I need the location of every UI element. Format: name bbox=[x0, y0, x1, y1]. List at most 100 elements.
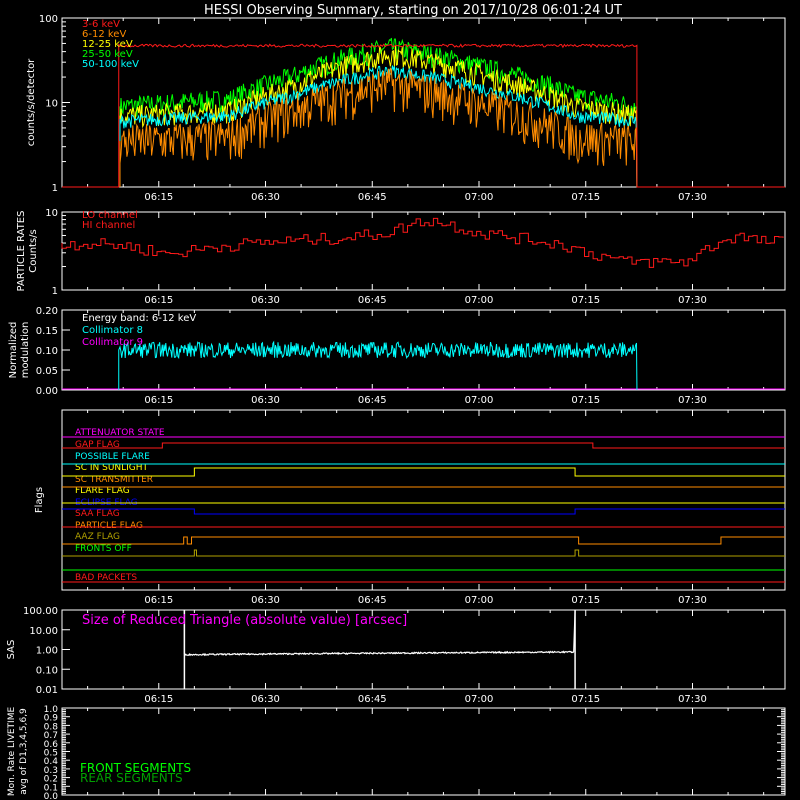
countrate-time-label: 06:45 bbox=[358, 192, 387, 203]
flag-line-sunlight bbox=[62, 467, 785, 477]
sas-time-label: 06:45 bbox=[358, 694, 387, 705]
flags-time-label: 06:30 bbox=[251, 595, 280, 606]
modulation-time-label: 06:45 bbox=[358, 395, 387, 406]
sas-time-label: 07:00 bbox=[465, 694, 494, 705]
countrate-series-line bbox=[62, 43, 785, 188]
modulation-series-collimator8 bbox=[118, 340, 638, 391]
modulation-ytick-label: 0.10 bbox=[36, 346, 58, 357]
countrate-series-0 bbox=[62, 43, 785, 188]
livetime-ytick-label: 0.4 bbox=[44, 757, 59, 767]
modulation-annotation: Energy band: 6-12 keV bbox=[82, 313, 196, 324]
flag-label-7: SAA FLAG bbox=[75, 509, 120, 519]
livetime-ytick-label: 0.3 bbox=[44, 766, 58, 776]
particle-time-label: 07:30 bbox=[678, 295, 707, 306]
flag-label-11: BAD PACKETS bbox=[75, 573, 137, 583]
flag-label-4: SC TRANSMITTER bbox=[75, 475, 153, 485]
livetime-ytick-label: 1.0 bbox=[44, 705, 59, 715]
livetime-ylabel2: avg of D1,3,4,5,6,9 bbox=[19, 708, 29, 795]
flag-line-eclipse bbox=[62, 508, 785, 515]
flags-time-label: 07:00 bbox=[465, 595, 494, 606]
countrate-time-label: 06:15 bbox=[144, 192, 173, 203]
countrate-series-4 bbox=[119, 65, 638, 188]
flag-label-3: SC IN SUNLIGHT bbox=[75, 463, 149, 473]
modulation-ylabel: Normalized bbox=[8, 322, 19, 379]
sas-series-line bbox=[183, 609, 576, 657]
modulation-time-label: 07:30 bbox=[678, 395, 707, 406]
countrate-legend-1: 6-12 keV bbox=[82, 29, 126, 40]
livetime-ytick-label: 0.1 bbox=[44, 783, 58, 793]
figure-title: HESSI Observing Summary, starting on 201… bbox=[204, 3, 622, 18]
modulation-ylabel2: modulation bbox=[20, 322, 31, 379]
livetime-ytick-label: 0.8 bbox=[44, 722, 59, 732]
particle-ytick-label: 10 bbox=[45, 208, 58, 219]
livetime-legend-0: FRONT SEGMENTS bbox=[80, 761, 191, 775]
particle-legend-0: LO channel bbox=[82, 210, 138, 221]
modulation-ytick-label: 0.00 bbox=[36, 386, 58, 397]
countrate-legend-0: 3-6 keV bbox=[82, 19, 120, 30]
sas-ytick-label: 10.00 bbox=[29, 626, 58, 637]
flag-line-gap bbox=[62, 442, 785, 449]
flags-time-label: 06:45 bbox=[358, 595, 387, 606]
countrate-series-1 bbox=[119, 67, 638, 188]
particle-series-line bbox=[61, 217, 784, 268]
countrate-ytick-label: 1 bbox=[52, 183, 58, 194]
countrate-series-line bbox=[119, 67, 638, 188]
livetime-legend-1: REAR SEGMENTS bbox=[80, 771, 183, 785]
livetime-ylabel: Mon. Rate LIVETIME bbox=[7, 707, 17, 797]
countrate-series-2 bbox=[119, 45, 638, 188]
modulation-legend-1: Collimator 9 bbox=[82, 337, 143, 348]
countrate-time-label: 06:30 bbox=[251, 192, 280, 203]
livetime-ytick-label: 0.6 bbox=[44, 740, 59, 750]
sas-time-label: 07:30 bbox=[678, 694, 707, 705]
flag-label-5: FLARE FLAG bbox=[75, 486, 130, 496]
modulation-ytick-label: 0.05 bbox=[36, 366, 58, 377]
particle-ytick-label: 1 bbox=[52, 286, 58, 297]
sas-ytick-label: 100.00 bbox=[23, 606, 58, 617]
sas-time-label: 06:15 bbox=[144, 694, 173, 705]
modulation-legend-0: Collimator 8 bbox=[82, 325, 143, 336]
flag-label-9: AAZ FLAG bbox=[75, 532, 120, 542]
sas-time-label: 06:30 bbox=[251, 694, 280, 705]
sas-ytick-label: 0.01 bbox=[36, 685, 58, 696]
countrate-legend-3: 25-50 keV bbox=[82, 49, 133, 60]
sas-annotation: Size of Reduced Triangle (absolute value… bbox=[82, 613, 407, 628]
flag-line-aaz bbox=[62, 549, 785, 557]
sas-ytick-label: 1.00 bbox=[36, 646, 58, 657]
particle-time-label: 07:15 bbox=[571, 295, 600, 306]
countrate-time-label: 07:15 bbox=[571, 192, 600, 203]
flag-label-8: PARTICLE FLAG bbox=[75, 521, 143, 531]
countrate-ytick-label: 10 bbox=[45, 99, 58, 110]
modulation-time-label: 06:15 bbox=[144, 395, 173, 406]
livetime-ytick-label: 0.0 bbox=[44, 792, 59, 800]
particle-time-label: 07:00 bbox=[465, 295, 494, 306]
modulation-time-label: 06:30 bbox=[251, 395, 280, 406]
sas-time-label: 07:15 bbox=[571, 694, 600, 705]
particle-time-label: 06:30 bbox=[251, 295, 280, 306]
modulation-time-label: 07:00 bbox=[465, 395, 494, 406]
countrate-ytick-label: 100 bbox=[39, 14, 58, 25]
particle-time-label: 06:15 bbox=[144, 295, 173, 306]
particle-ylabel: PARTICLE RATES bbox=[16, 211, 27, 292]
flags-ylabel: Flags bbox=[34, 487, 45, 513]
livetime-ytick-label: 0.7 bbox=[44, 731, 58, 741]
flag-label-10: FRONTS OFF bbox=[75, 544, 132, 554]
particle-frame bbox=[61, 211, 786, 291]
modulation-ytick-label: 0.15 bbox=[36, 326, 58, 337]
flags-time-label: 06:15 bbox=[144, 595, 173, 606]
sas-ytick-label: 0.10 bbox=[36, 665, 58, 676]
flag-label-0: ATTENUATOR STATE bbox=[75, 428, 165, 438]
sas-ylabel: SAS bbox=[6, 640, 17, 660]
flags-time-label: 07:30 bbox=[678, 595, 707, 606]
modulation-time-label: 07:15 bbox=[571, 395, 600, 406]
countrate-series-line bbox=[119, 45, 638, 188]
flag-label-1: GAP FLAG bbox=[75, 440, 120, 450]
particle-legend-1: HI channel bbox=[82, 220, 135, 231]
flag-label-2: POSSIBLE FLARE bbox=[75, 452, 150, 462]
countrate-legend-4: 50-100 keV bbox=[82, 59, 139, 70]
livetime-ytick-label: 0.5 bbox=[44, 749, 58, 759]
countrate-time-label: 07:00 bbox=[465, 192, 494, 203]
modulation-ytick-label: 0.20 bbox=[36, 306, 58, 317]
flag-line-particle bbox=[62, 536, 785, 545]
particle-ylabel2: Counts/s bbox=[28, 229, 39, 273]
countrate-time-label: 07:30 bbox=[678, 192, 707, 203]
